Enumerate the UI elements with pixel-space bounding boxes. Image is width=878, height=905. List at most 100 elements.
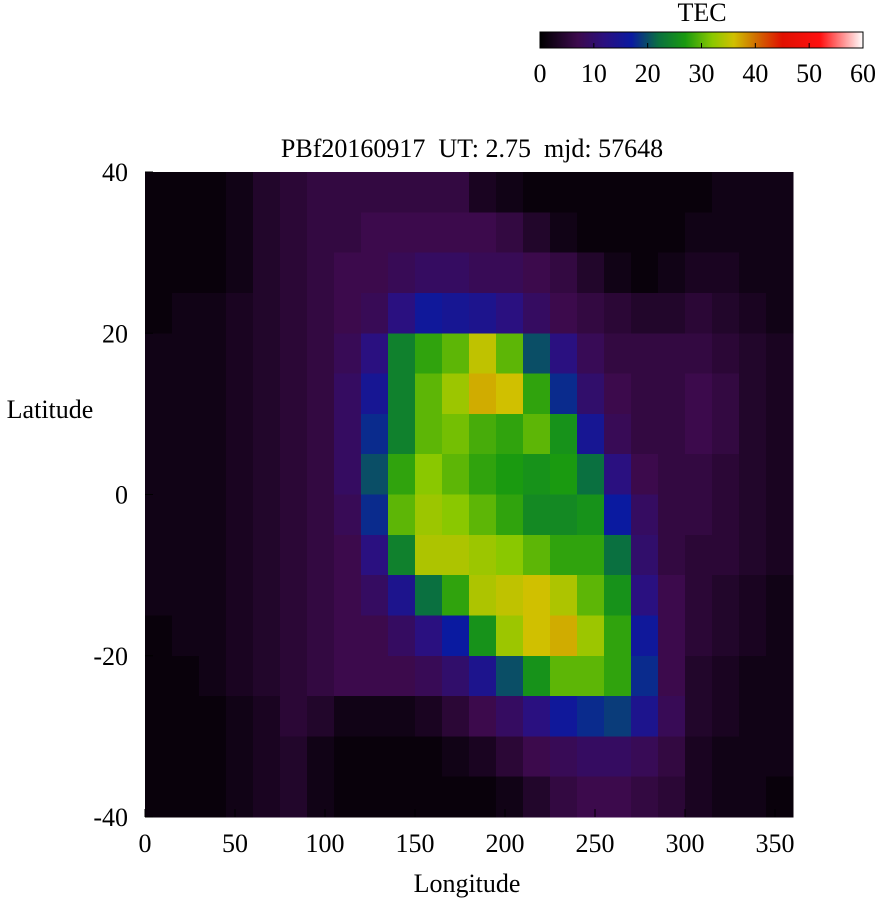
heat-cell [496, 212, 524, 254]
heat-cell [577, 454, 605, 495]
heat-cell [712, 333, 740, 375]
heat-cell [280, 252, 308, 294]
heat-cell [766, 373, 794, 415]
x-tick-label: 150 [396, 829, 435, 858]
heat-cell [685, 736, 713, 778]
heat-cell [280, 655, 308, 697]
heat-cell [469, 252, 497, 294]
heat-cell [145, 413, 173, 455]
heat-cell [226, 494, 254, 536]
heat-cell [253, 212, 281, 254]
heat-cell [766, 333, 794, 375]
heat-cell [469, 454, 497, 495]
heat-cell [172, 413, 200, 455]
heat-cell [145, 172, 173, 213]
heat-cell [712, 534, 740, 576]
heat-cell [496, 655, 524, 697]
heat-cell [685, 615, 713, 657]
heat-cell [442, 413, 470, 455]
heat-cell [685, 212, 713, 254]
heat-cell [442, 776, 470, 818]
heat-cell [307, 736, 335, 778]
heat-cell [415, 776, 443, 818]
heat-cell [145, 776, 173, 818]
heat-cell [145, 534, 173, 576]
colorbar-tick-label: 20 [635, 59, 661, 88]
heat-cell [496, 454, 524, 495]
y-tick-label: -40 [93, 803, 128, 832]
heat-cell [550, 655, 578, 697]
heat-cell [199, 534, 227, 576]
heat-cell [307, 373, 335, 415]
heat-cell [199, 736, 227, 778]
heat-cell [469, 696, 497, 737]
heat-cell [550, 292, 578, 334]
heat-cell [469, 333, 497, 375]
heat-cell [631, 333, 659, 375]
heat-cell [766, 292, 794, 334]
heat-cell [253, 736, 281, 778]
x-tick-label: 300 [666, 829, 705, 858]
heat-cell [739, 252, 767, 294]
x-tick-label: 100 [306, 829, 345, 858]
heat-cell [442, 494, 470, 536]
heat-cell [307, 413, 335, 455]
heat-cell [415, 575, 443, 616]
heat-cell [658, 373, 686, 415]
heat-cell [442, 454, 470, 495]
heat-cell [523, 696, 551, 737]
heat-cell [469, 292, 497, 334]
heat-cell [469, 615, 497, 657]
heat-cell [172, 333, 200, 375]
heat-cell [253, 413, 281, 455]
heat-cell [712, 776, 740, 818]
heat-cell [253, 655, 281, 697]
heat-cell [226, 413, 254, 455]
heat-cell [523, 212, 551, 254]
heat-cell [334, 575, 362, 616]
heat-cell [658, 655, 686, 697]
heat-cell [307, 172, 335, 213]
heat-cell [361, 413, 389, 455]
heat-cell [334, 454, 362, 495]
heat-cell [361, 534, 389, 576]
heat-cell [334, 696, 362, 737]
heat-cell [523, 615, 551, 657]
heat-cell [334, 333, 362, 375]
heat-cell [361, 494, 389, 536]
heat-cell [253, 292, 281, 334]
heat-cell [685, 252, 713, 294]
heat-cell [523, 776, 551, 818]
heat-cell [577, 776, 605, 818]
heat-cell [334, 655, 362, 697]
heat-cell [388, 534, 416, 576]
heat-cell [415, 736, 443, 778]
heat-cell [712, 212, 740, 254]
heat-cell [388, 252, 416, 294]
heat-cell [280, 333, 308, 375]
x-tick-label: 250 [576, 829, 615, 858]
heat-cell [604, 696, 632, 737]
heat-cell [739, 413, 767, 455]
heat-cell [496, 292, 524, 334]
heat-cell [226, 776, 254, 818]
heat-cell [577, 615, 605, 657]
heat-cell [145, 373, 173, 415]
heat-cell [631, 696, 659, 737]
heat-cell [577, 292, 605, 334]
heat-cell [388, 373, 416, 415]
heat-cell [388, 413, 416, 455]
heat-cell [550, 494, 578, 536]
heat-cell [145, 212, 173, 254]
heat-cell [199, 333, 227, 375]
heat-cell [145, 292, 173, 334]
x-tick-label: 200 [486, 829, 525, 858]
heat-cell [604, 534, 632, 576]
heat-cell [334, 615, 362, 657]
heat-cell [199, 494, 227, 536]
heat-cell [496, 252, 524, 294]
heat-cell [685, 454, 713, 495]
heat-cell [145, 615, 173, 657]
heat-cell [415, 252, 443, 294]
heat-cell [496, 413, 524, 455]
